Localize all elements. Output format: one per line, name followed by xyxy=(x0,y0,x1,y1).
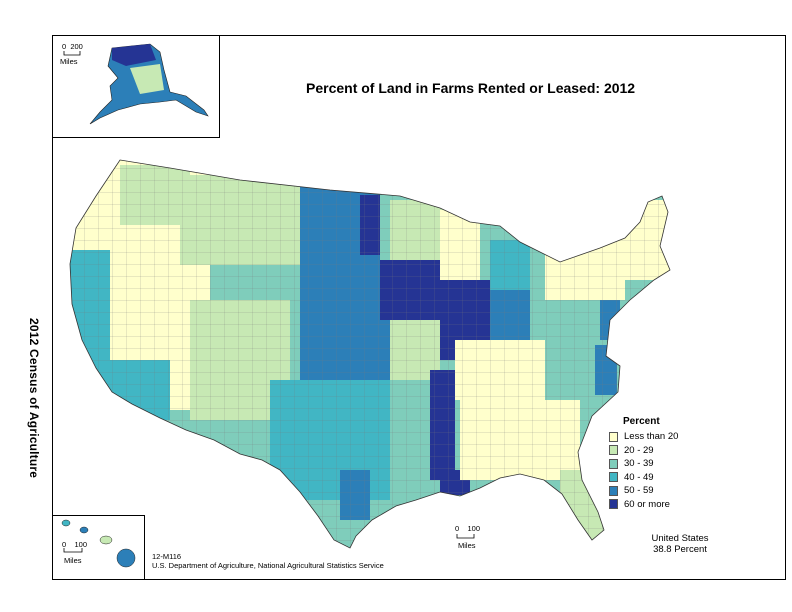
legend-swatch xyxy=(609,485,618,496)
alaska-scale-max: 200 xyxy=(70,42,83,51)
hawaii-scale-zero: 0 xyxy=(62,540,67,549)
alaska-scale-unit: Miles xyxy=(60,57,78,66)
agency: U.S. Department of Agriculture, National… xyxy=(152,561,384,570)
legend-label: Less than 20 xyxy=(624,431,679,443)
alaska-north-slope xyxy=(112,44,156,66)
hawaii-maui xyxy=(99,535,113,545)
hawaii-inset-frame xyxy=(52,515,145,580)
legend-swatch xyxy=(609,458,618,469)
legend-label: 60 or more xyxy=(624,498,670,510)
legend-item: 50 - 59 xyxy=(609,484,678,498)
legend-label: 50 - 59 xyxy=(624,485,654,497)
alaska-map xyxy=(89,43,209,125)
alaska-scale-bar xyxy=(63,51,81,56)
alaska-interior xyxy=(130,64,164,94)
hawaii-big-island xyxy=(116,548,136,568)
legend-label: 30 - 39 xyxy=(624,458,654,470)
legend: Percent Less than 20 20 - 29 30 - 39 40 … xyxy=(609,416,678,511)
us-total-value: 38.8 Percent xyxy=(653,544,707,555)
map-title: Percent of Land in Farms Rented or Lease… xyxy=(306,80,636,96)
conus-scale-max: 100 xyxy=(467,524,481,533)
county-grid xyxy=(70,160,670,548)
map-id: 12-M116 xyxy=(152,552,182,561)
legend-swatch xyxy=(609,431,618,442)
legend-item: Less than 20 xyxy=(609,430,678,444)
map-frame xyxy=(52,35,786,580)
hawaii-kauai xyxy=(61,519,71,527)
conus-scale-numbers: 0 100 xyxy=(455,524,480,533)
legend-label: 20 - 29 xyxy=(624,444,654,456)
hawaii-oahu xyxy=(79,526,89,534)
us-total: United States 38.8 Percent xyxy=(640,533,720,555)
credit: 12-M116 U.S. Department of Agriculture, … xyxy=(152,552,384,570)
hawaii-scale-numbers: 0 100 xyxy=(62,540,87,549)
alaska-scale-zero: 0 xyxy=(62,42,67,51)
hawaii-scale-max: 100 xyxy=(74,540,88,549)
conus-scale-zero: 0 xyxy=(455,524,460,533)
legend-swatch xyxy=(609,472,618,483)
legend-swatch xyxy=(609,445,618,456)
hawaii-map xyxy=(61,519,136,568)
legend-item: 40 - 49 xyxy=(609,471,678,485)
us-total-label: United States xyxy=(651,533,709,544)
alaska-scale-numbers: 0 200 xyxy=(62,42,83,51)
conus-outline xyxy=(69,159,671,549)
hawaii-scale-bar xyxy=(63,548,83,553)
alaska-inset-frame xyxy=(52,35,220,138)
hawaii-scale-unit: Miles xyxy=(64,556,82,565)
conus-choropleth xyxy=(70,160,670,548)
legend-item: 20 - 29 xyxy=(609,444,678,458)
conus-scale-unit: Miles xyxy=(458,541,476,550)
conus-scale-bar xyxy=(456,534,475,539)
legend-item: 30 - 39 xyxy=(609,457,678,471)
legend-item: 60 or more xyxy=(609,498,678,512)
legend-title: Percent xyxy=(623,416,660,427)
legend-label: 40 - 49 xyxy=(624,471,654,483)
legend-swatch xyxy=(609,499,618,510)
